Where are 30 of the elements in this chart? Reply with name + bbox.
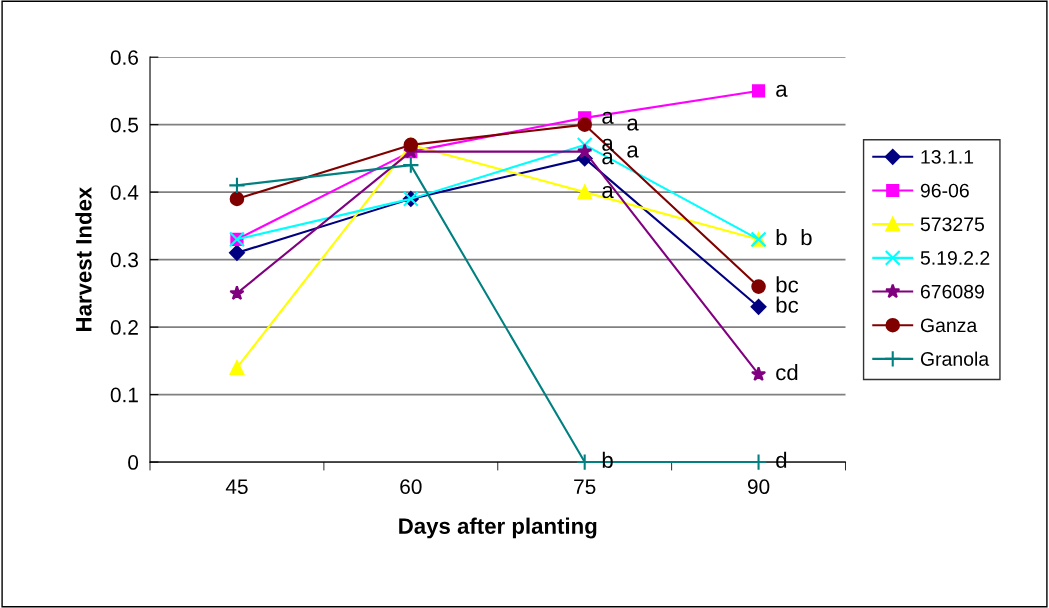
y-tick-label: 0.1 — [110, 387, 138, 403]
x-tick-label: 45 — [225, 479, 248, 495]
y-tick-label: 0 — [128, 455, 139, 470]
annotation: bc — [776, 296, 799, 313]
y-tick-label: 0.6 — [110, 50, 138, 65]
annotation: a — [776, 84, 788, 97]
legend-label: 96-06 — [920, 183, 969, 198]
x-tick-label: 75 — [574, 479, 596, 495]
annotation: bc — [776, 276, 799, 293]
legend-label: 676089 — [920, 284, 984, 299]
annotation: a — [627, 145, 639, 158]
annotation: b — [776, 229, 787, 246]
legend-label: 13.1.1 — [921, 150, 974, 164]
y-axis-title: Harvest Index — [75, 186, 92, 331]
annotation: cd — [776, 363, 798, 381]
x-axis-title: Days after planting — [399, 517, 597, 539]
legend-label: 5.19.2.2 — [920, 251, 990, 265]
y-tick-label: 0.2 — [110, 320, 138, 335]
y-tick-label: 0.5 — [110, 117, 139, 133]
annotation: b — [801, 229, 812, 246]
annotation: a — [602, 185, 614, 199]
y-tick-label: 0.3 — [110, 252, 138, 268]
annotation: a — [602, 111, 614, 124]
legend-label: Ganza — [920, 318, 978, 333]
x-tick-label: 90 — [747, 479, 770, 495]
x-tick-label: 60 — [400, 479, 422, 495]
annotation: a — [627, 118, 639, 131]
legend-label: 573275 — [920, 217, 985, 232]
y-tick-label: 0.4 — [110, 185, 139, 200]
legend-label: Granola — [920, 351, 990, 366]
